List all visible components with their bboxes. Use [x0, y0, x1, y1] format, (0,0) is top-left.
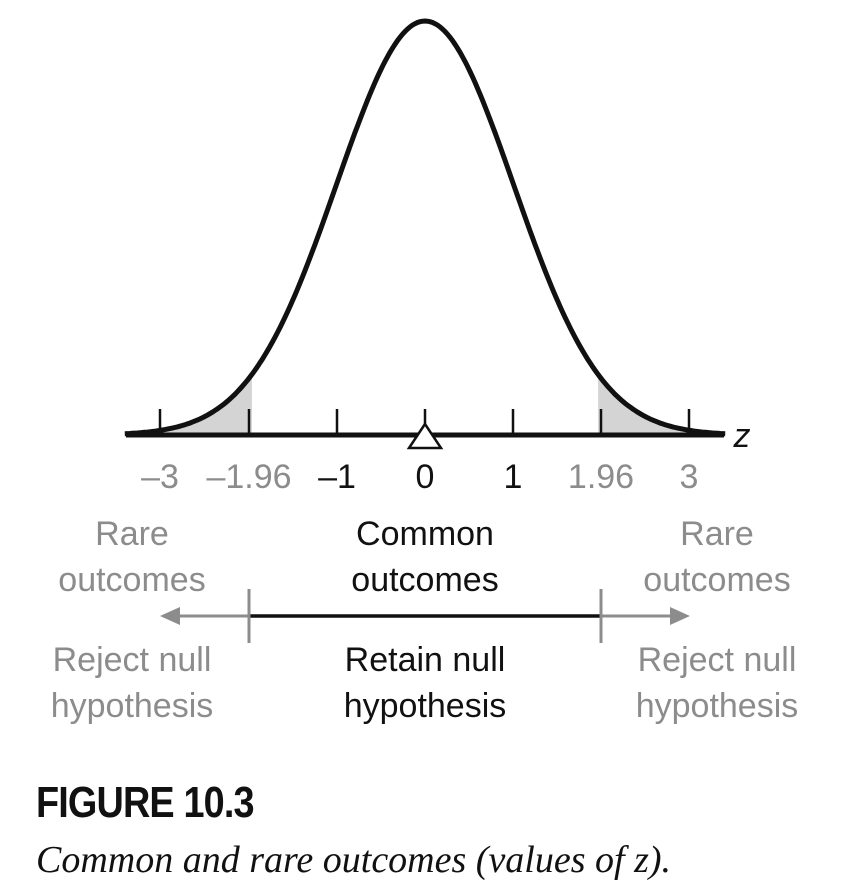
center-decision-label-line2: hypothesis: [344, 687, 507, 725]
left-outcome-label-line1: Rare: [95, 515, 169, 553]
left-outcome-label-line2: outcomes: [58, 561, 205, 599]
normal-distribution-diagram: z –3 –1.96 –1 0 1 1.96 3 Rare outcomes C…: [51, 18, 799, 725]
tick-label-196: 1.96: [568, 458, 634, 496]
center-outcome-label-line2: outcomes: [351, 561, 498, 599]
mean-triangle-marker: [406, 421, 444, 450]
right-rejection-region: [598, 374, 726, 435]
tick-label-neg1: –1: [318, 458, 356, 496]
center-outcome-label-line1: Common: [356, 515, 494, 553]
right-decision-label-line2: hypothesis: [636, 687, 799, 725]
left-decision-label-line1: Reject null: [53, 641, 212, 679]
tick-label-3: 3: [680, 458, 699, 496]
left-rejection-region: [124, 374, 252, 435]
right-decision-label-line1: Reject null: [638, 641, 797, 679]
tick-label-neg196: –1.96: [206, 458, 291, 496]
z-axis-label: z: [733, 417, 751, 455]
right-arrowhead: [670, 607, 690, 625]
right-outcome-label-line2: outcomes: [643, 561, 790, 599]
left-arrowhead: [160, 607, 180, 625]
normal-curve: [124, 18, 726, 437]
figure-number: FIGURE 10.3: [36, 778, 255, 827]
right-outcome-label-line1: Rare: [680, 515, 754, 553]
tick-label-neg3: –3: [141, 458, 179, 496]
tick-label-0: 0: [416, 458, 435, 496]
left-decision-label-line2: hypothesis: [51, 687, 214, 725]
tick-label-1: 1: [504, 458, 523, 496]
figure-caption: Common and rare outcomes (values of z).: [36, 839, 672, 881]
center-decision-label-line1: Retain null: [345, 641, 506, 679]
